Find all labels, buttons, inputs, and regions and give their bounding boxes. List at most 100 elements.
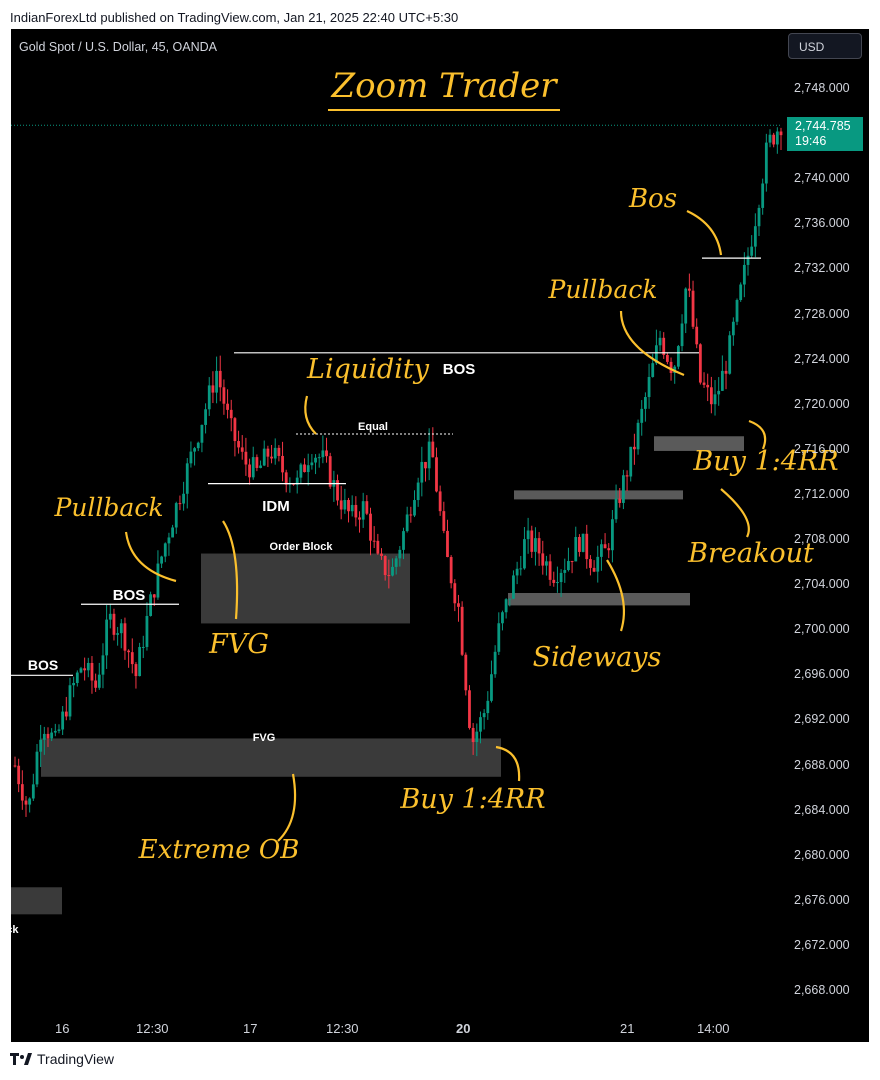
chart-label[interactable]: FVG [253, 732, 276, 744]
candle-body [651, 363, 655, 377]
candle-body [545, 561, 548, 566]
candle-body [218, 370, 222, 388]
candle-body [457, 603, 460, 607]
candle-body [336, 480, 339, 501]
candle-body [486, 700, 490, 714]
chart-frame[interactable]: Zoom Trader BOS BOS BOS IDM Equal Order Block F… [11, 29, 869, 1042]
zone-box[interactable] [514, 490, 683, 500]
chart-label[interactable]: IDM [262, 498, 290, 515]
candle-body [182, 493, 185, 504]
price-tick-label: 2,696.000 [794, 667, 850, 682]
candle-body [603, 544, 607, 549]
candle-body [152, 594, 156, 598]
time-tick-label: 17 [243, 1021, 258, 1036]
candle-body [611, 519, 614, 551]
candle-body [149, 594, 153, 616]
candle-body [497, 623, 501, 652]
candle-body [86, 662, 90, 671]
currency-button[interactable]: USD [788, 33, 862, 59]
candle-body [563, 570, 567, 573]
candle-body [636, 422, 640, 450]
price-tick-label: 2,672.000 [794, 937, 850, 952]
candle-body [622, 475, 625, 503]
candle-body [662, 337, 666, 355]
candle-body [328, 456, 332, 487]
candle-body [680, 323, 684, 347]
candle-body [50, 732, 54, 739]
handwritten-annotation[interactable]: Bos [628, 184, 677, 214]
candle-body [398, 549, 402, 559]
handwritten-annotation[interactable]: Buy 1:4RR [399, 784, 545, 815]
handwritten-annotation[interactable]: Zoom Trader [331, 66, 559, 106]
handwritten-annotation[interactable]: Pullback [54, 493, 164, 522]
candle-body [68, 685, 72, 717]
candle-body [211, 385, 215, 393]
annotation-arrow [124, 531, 177, 583]
chart-label[interactable]: BOS [113, 587, 146, 604]
candle-body [178, 503, 182, 505]
candle-body [281, 455, 284, 473]
zone-box[interactable] [654, 436, 744, 451]
candle-body [229, 409, 233, 419]
symbol-title[interactable]: Gold Spot / U.S. Dollar, 45, OANDA [19, 40, 217, 54]
zone-box[interactable] [11, 887, 62, 915]
zone-box[interactable] [508, 592, 690, 606]
candle-body [259, 465, 262, 468]
handwritten-annotation[interactable]: Buy 1:4RR [692, 446, 838, 477]
chart-canvas[interactable]: Zoom Trader BOS BOS BOS IDM Equal Order Block F… [11, 29, 869, 1042]
candle-body [589, 559, 592, 568]
candle-body [614, 498, 618, 520]
zone-box[interactable] [201, 553, 410, 624]
handwritten-annotation[interactable]: Sideways [533, 642, 662, 673]
chart-label[interactable]: Equal [358, 421, 388, 433]
annotation-arrow [304, 395, 317, 435]
candle-body [442, 511, 446, 531]
tradingview-logo-icon [10, 1053, 32, 1065]
candle-body [658, 337, 662, 346]
candle-body [200, 424, 204, 443]
candle-body [427, 441, 431, 469]
candle-body [574, 537, 578, 562]
last-price-tag: 2,744.785 19:46 [787, 117, 863, 151]
candle-body [233, 418, 237, 442]
candle-body [317, 457, 321, 459]
candle-body [295, 477, 299, 485]
candle-body [369, 513, 372, 541]
candle-body [134, 664, 138, 677]
tradingview-logo[interactable]: TradingView [10, 1051, 114, 1067]
candle-body [468, 690, 471, 728]
candle-body [772, 134, 776, 145]
candle-body [387, 575, 391, 577]
candle-body [53, 730, 57, 733]
candle-body [42, 733, 46, 740]
handwritten-annotation[interactable]: Breakout [687, 538, 814, 569]
candle-body [31, 784, 35, 799]
candle-body [116, 633, 120, 635]
candle-body [607, 548, 611, 551]
chart-label[interactable]: BOS [28, 657, 58, 673]
handwritten-annotation[interactable]: Pullback [548, 275, 658, 304]
candle-body [79, 668, 83, 673]
chart-label[interactable]: BOS [443, 361, 476, 378]
candle-body [676, 346, 680, 367]
candle-body [394, 558, 398, 567]
handwritten-annotation[interactable]: FVG [208, 629, 269, 660]
candle-body [629, 446, 633, 477]
candle-body [464, 654, 468, 691]
zone-box[interactable] [41, 738, 501, 777]
candle-body [226, 403, 229, 410]
handwritten-annotation[interactable]: Extreme OB [138, 835, 300, 865]
chart-label[interactable]: Order Block [270, 541, 334, 553]
candle-body [108, 613, 112, 620]
candle-body [273, 447, 277, 459]
candle-body [728, 335, 732, 374]
candle-body [167, 537, 171, 544]
chart-label[interactable]: ock [11, 924, 19, 936]
candle-body [709, 387, 713, 405]
candle-body [189, 451, 193, 464]
candle-body [596, 556, 600, 572]
candle-body [453, 583, 457, 604]
handwritten-annotation[interactable]: Liquidity [306, 354, 430, 385]
candle-body [39, 739, 43, 752]
annotation-arrow [606, 559, 625, 632]
